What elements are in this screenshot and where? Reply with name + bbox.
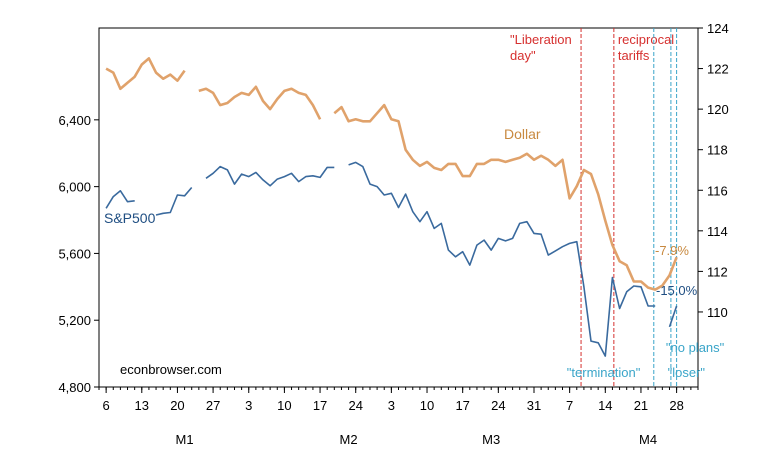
x-tick-label: 24 [491, 398, 505, 413]
right-tick-label: 120 [707, 102, 729, 117]
dollar-end-label: -7.9% [655, 243, 689, 258]
x-tick-label: 7 [566, 398, 573, 413]
x-tick-label: 10 [420, 398, 434, 413]
sp500-line [205, 165, 335, 187]
event-label: "loser" [668, 365, 706, 380]
event-label: "termination" [567, 365, 641, 380]
x-month-label: M1 [176, 432, 194, 447]
right-tick-label: 122 [707, 62, 729, 77]
x-tick-label: 28 [669, 398, 683, 413]
dollar-series-label: Dollar [504, 126, 541, 142]
left-tick-label: 4,800 [58, 380, 91, 395]
event-label: "no plans" [666, 340, 725, 355]
right-tick-label: 118 [707, 143, 728, 158]
x-month-label: M2 [340, 432, 358, 447]
sp500-line [668, 305, 678, 328]
sp500-line [155, 186, 193, 216]
x-month-label: M4 [639, 432, 657, 447]
event-lines: "Liberation day" reciprocal tariffs "termina… [510, 28, 725, 387]
sp500-line [348, 161, 656, 357]
sp500-line [105, 190, 135, 209]
left-tick-label: 6,000 [58, 180, 91, 195]
x-tick-label: 17 [313, 398, 327, 413]
watermark: econbrowser.com [120, 362, 222, 377]
left-axis: 4,800 5,200 5,600 6,000 6,400 [58, 113, 99, 395]
x-tick-label: 27 [206, 398, 220, 413]
event-label: reciprocal tariffs [618, 32, 674, 63]
x-tick-label: 20 [170, 398, 184, 413]
series-group [105, 57, 678, 357]
right-axis: 110 112 114 116 118 120 122 124 [698, 21, 729, 320]
x-tick-label: 3 [388, 398, 395, 413]
x-tick-label: 6 [103, 398, 110, 413]
right-tick-label: 110 [707, 305, 728, 320]
sp500-end-label: -15.0% [656, 283, 698, 298]
x-tick-label: 3 [245, 398, 252, 413]
right-tick-label: 112 [707, 264, 728, 279]
x-tick-label: 13 [135, 398, 149, 413]
dollar-line [105, 57, 186, 91]
sp500-series-label: S&P500 [104, 210, 156, 226]
left-tick-label: 5,600 [58, 246, 91, 261]
labels-group: S&P500 Dollar econbrowser.com -7.9% -15.… [104, 126, 698, 377]
right-tick-label: 116 [707, 183, 728, 198]
x-month-label: M3 [482, 432, 500, 447]
right-tick-label: 124 [707, 21, 729, 36]
dollar-line [333, 103, 678, 291]
x-tick-label: 24 [348, 398, 362, 413]
x-tick-label: 17 [455, 398, 469, 413]
right-tick-label: 114 [707, 224, 728, 239]
x-axis: 6 13 20 27 3 10 17 24 3 10 17 24 31 7 14 21 28 M1 M2 M3 M4 [98, 387, 699, 447]
x-tick-label: 31 [527, 398, 541, 413]
x-tick-label: 21 [634, 398, 648, 413]
left-tick-label: 5,200 [58, 313, 91, 328]
event-label: "Liberation day" [510, 32, 572, 63]
x-tick-label: 14 [598, 398, 612, 413]
left-tick-label: 6,400 [58, 113, 91, 128]
x-tick-label: 10 [277, 398, 291, 413]
dollar-line [198, 85, 322, 120]
